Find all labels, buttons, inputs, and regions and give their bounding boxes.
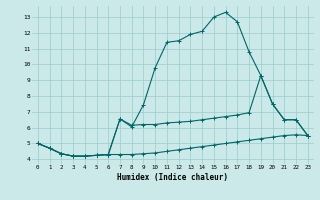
X-axis label: Humidex (Indice chaleur): Humidex (Indice chaleur) xyxy=(117,173,228,182)
